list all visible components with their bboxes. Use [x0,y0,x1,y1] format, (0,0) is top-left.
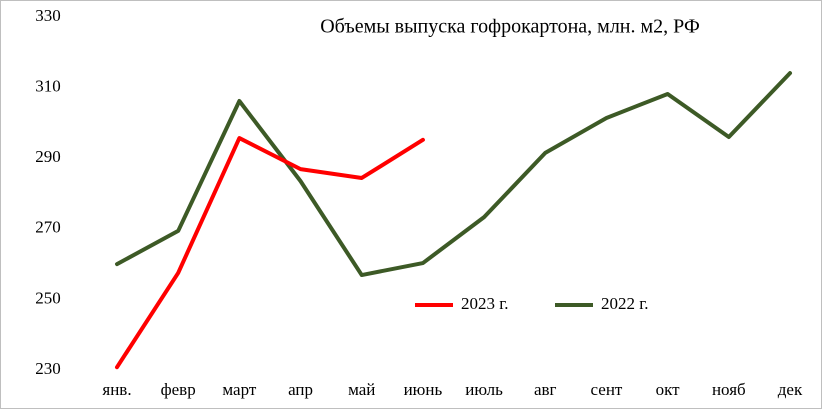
x-tick-label: апр [288,380,313,399]
legend-label: 2022 г. [601,294,649,313]
x-tick-label: июнь [404,380,443,399]
x-tick-label: янв. [102,380,131,399]
chart-title: Объемы выпуска гофрокартона, млн. м2, РФ [320,16,700,38]
y-tick-label: 230 [35,359,61,378]
y-tick-label: 330 [35,6,61,25]
x-tick-label: февр [161,380,196,399]
y-tick-label: 250 [35,288,61,307]
x-tick-label: март [222,380,256,399]
x-tick-label: авг [534,380,557,399]
y-tick-label: 290 [35,147,61,166]
y-tick-label: 270 [35,218,61,237]
x-tick-label: нояб [712,380,746,399]
x-tick-label: июль [465,380,503,399]
y-tick-label: 310 [35,77,61,96]
series-line [115,136,425,370]
series-line [115,71,792,278]
x-tick-label: сент [591,380,623,399]
x-tick-label: окт [656,380,681,399]
legend-label: 2023 г. [461,294,509,313]
x-tick-label: дек [778,380,803,399]
x-tick-label: май [348,380,375,399]
